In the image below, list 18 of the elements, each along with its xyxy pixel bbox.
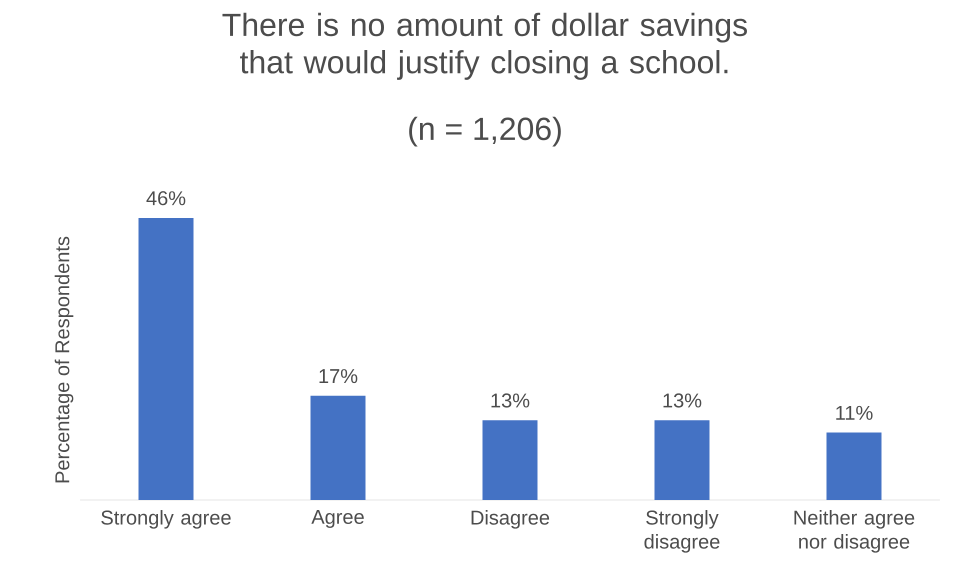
- x-tick-label: Strongly agree: [101, 510, 231, 529]
- bar: [826, 432, 882, 500]
- x-tick-label: Strongly disagree: [644, 510, 720, 553]
- data-label: 11%: [836, 406, 873, 420]
- x-tick-label: Disagree: [472, 510, 550, 529]
- x-tick-label: Neither agree nor disagree: [794, 510, 914, 553]
- data-label: 46%: [146, 191, 186, 206]
- data-label: 13%: [664, 393, 702, 408]
- data-label: 13%: [492, 393, 530, 408]
- bar: [138, 218, 194, 500]
- chart-subtitle: (n = 1,206): [409, 116, 561, 147]
- x-tick-label: Agree: [311, 510, 364, 528]
- y-axis-title: Percentage of Respondents: [54, 236, 74, 482]
- chart-title: There is no amount of dollar savings that would justify closing a school.: [222, 12, 747, 80]
- bar: [654, 420, 710, 500]
- data-label: 17%: [320, 369, 358, 384]
- bar: [482, 420, 538, 500]
- bar: [310, 396, 366, 500]
